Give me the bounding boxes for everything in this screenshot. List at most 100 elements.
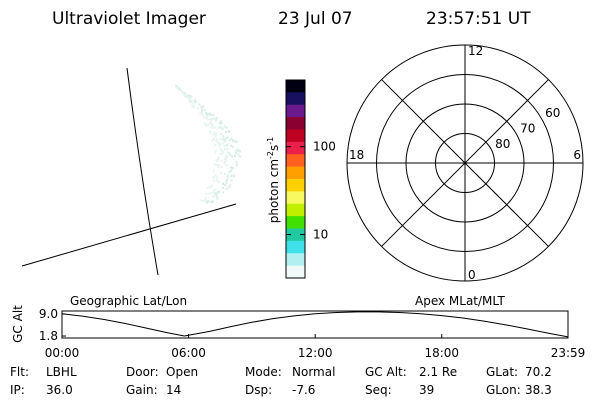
aurora-pixel	[214, 135, 217, 138]
colorbar-swatch	[286, 179, 305, 192]
y-label: GC Alt	[11, 305, 25, 343]
aurora-pixel	[239, 155, 241, 158]
aurora-pixel	[220, 120, 222, 123]
info-value: 2.1 Re	[419, 365, 457, 379]
aurora-pixel	[223, 184, 226, 187]
aurora-pixel	[187, 94, 190, 97]
aurora-pixel	[211, 125, 214, 127]
aurora-pixel	[223, 125, 226, 128]
aurora-pixel	[205, 124, 208, 127]
date: 23 Jul 07	[278, 9, 353, 29]
colorbar-swatch	[286, 117, 305, 130]
aurora-pixel	[228, 184, 231, 187]
aurora-pixel	[215, 193, 218, 196]
aurora-pixel	[231, 166, 234, 169]
info-value: 70.2	[525, 365, 552, 379]
aurora-pixel	[212, 195, 215, 198]
aurora-pixel	[224, 156, 227, 159]
aurora-pixel	[225, 131, 227, 133]
aurora-pixel	[219, 137, 222, 140]
colorbar-swatch	[286, 191, 305, 205]
aurora-pixel	[200, 105, 203, 108]
aurora-pixel	[230, 175, 233, 178]
aurora-pixel	[231, 155, 234, 158]
aurora-pixel	[231, 145, 234, 148]
aurora-pixel	[215, 117, 218, 119]
x-tick-label: 23:59	[551, 346, 586, 360]
aurora-pixel	[223, 140, 226, 143]
aurora-pixel	[188, 101, 191, 103]
aurora-pixel	[199, 112, 202, 115]
polar-ring	[435, 133, 495, 193]
info-value: Normal	[292, 365, 335, 379]
aurora-pixel	[234, 149, 237, 152]
aurora-pixel	[217, 191, 220, 193]
aurora-pixel	[234, 140, 237, 142]
aurora-pixel	[222, 150, 225, 153]
aurora-pixel	[217, 140, 220, 143]
x-tick-label: 00:00	[45, 346, 80, 360]
aurora-pixel	[213, 126, 216, 129]
aurora-pixel	[206, 115, 209, 118]
aurora-pixel	[217, 180, 219, 183]
aurora-pixel	[214, 149, 217, 152]
aurora-pixel	[211, 133, 214, 136]
aurora-pixel	[219, 142, 222, 145]
colorbar-swatch	[286, 92, 305, 106]
aurora-pixel	[199, 199, 202, 201]
instrument: Ultraviolet Imager	[52, 9, 206, 29]
x-tick-label: 18:00	[424, 346, 459, 360]
aurora-pixel	[222, 182, 224, 185]
aurora-pixel	[225, 144, 228, 147]
aurora-pixel	[208, 185, 211, 188]
aurora-pixel	[224, 148, 226, 151]
aurora-pixel	[217, 156, 220, 159]
aurora-pixel	[205, 201, 208, 204]
aurora-pixel	[218, 144, 221, 147]
aurora-pixel	[230, 169, 232, 172]
polar-ring	[405, 103, 525, 223]
info-value: LBHL	[46, 365, 77, 379]
aurora-pixel	[215, 140, 218, 143]
aurora-pixel	[218, 143, 221, 146]
aurora-pixel	[201, 109, 204, 111]
aurora-pixel	[204, 196, 207, 199]
aurora-pixel	[183, 92, 185, 95]
time: 23:57:51 UT	[426, 9, 531, 29]
aurora-pixel	[218, 122, 221, 125]
aurora-pixel	[216, 138, 219, 141]
aurora-pixel	[219, 147, 222, 150]
aurora-pixel	[226, 152, 229, 155]
ring-label: 60	[545, 106, 560, 120]
aurora-pixel	[237, 153, 240, 156]
terminator	[21, 203, 237, 267]
aurora-pixel	[211, 113, 213, 116]
aurora-pixel	[209, 130, 212, 133]
aurora-pixel	[228, 151, 231, 154]
aurora-pixel	[190, 100, 193, 103]
aurora-pixel	[230, 179, 233, 182]
aurora-pixel	[214, 132, 217, 135]
colorbar-label: photon cm-2s-1	[266, 137, 281, 224]
aurora-pixel	[213, 117, 216, 120]
ring-label: 80	[495, 137, 510, 151]
aurora-pixel	[176, 86, 179, 89]
info-label: Flt:	[10, 365, 29, 379]
polar-ring	[376, 74, 554, 252]
aurora-pixel	[220, 133, 223, 136]
aurora-pixel	[221, 139, 224, 142]
aurora-pixel	[234, 154, 236, 157]
aurora-pixel	[204, 109, 206, 112]
right-label: Apex MLat/MLT	[415, 294, 505, 308]
aurora-pixel	[201, 110, 204, 113]
aurora-pixel	[213, 139, 216, 141]
aurora-pixel	[213, 169, 215, 172]
aurora-pixel	[236, 164, 238, 167]
aurora-pixel	[228, 139, 231, 142]
aurora-pixel	[212, 137, 215, 140]
info-label: Door:	[126, 365, 159, 379]
aurora-pixel	[236, 149, 239, 152]
aurora-pixel	[217, 158, 220, 161]
aurora-pixel	[209, 118, 212, 121]
aurora-pixel	[207, 200, 210, 203]
